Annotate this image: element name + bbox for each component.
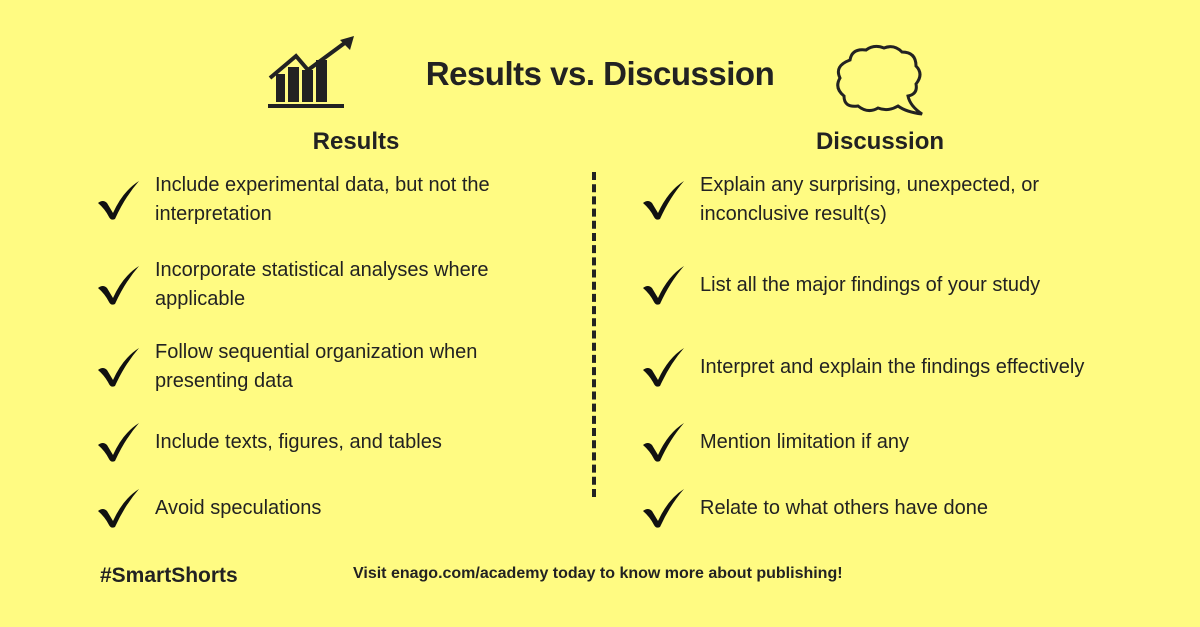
results-item: Follow sequential organization when pres… xyxy=(95,341,555,392)
checkmark-icon xyxy=(643,489,684,528)
checkmark-icon xyxy=(643,423,684,462)
item-text: Incorporate statistical analyses where a… xyxy=(155,259,489,310)
call-to-action: Visit enago.com/academy today to know mo… xyxy=(353,565,843,582)
item-text: List all the major findings of your stud… xyxy=(700,273,1041,296)
checkmark-icon xyxy=(643,266,684,305)
checkmark-icon xyxy=(643,348,684,387)
discussion-item: Interpret and explain the findings effec… xyxy=(640,343,1100,391)
item-text: Include texts, figures, and tables xyxy=(155,430,442,453)
discussion-item: Relate to what others have done xyxy=(640,484,1100,532)
bar-chart-growth-icon xyxy=(268,36,354,108)
item-text: Mention limitation if any xyxy=(700,430,909,453)
item-text: Explain any surprising, unexpected, or i… xyxy=(700,174,1040,225)
results-item: Include texts, figures, and tables xyxy=(95,418,555,466)
thought-bubble-icon xyxy=(836,44,923,116)
checkmark-icon xyxy=(98,423,139,462)
item-text: Relate to what others have done xyxy=(700,496,988,519)
discussion-item: Mention limitation if any xyxy=(640,418,1100,466)
item-text: Include experimental data, but not the i… xyxy=(155,174,490,225)
checkmark-icon xyxy=(98,489,139,528)
checkmark-icon xyxy=(98,266,139,305)
item-text: Follow sequential organization when pres… xyxy=(155,341,478,392)
results-item: Include experimental data, but not the i… xyxy=(95,174,555,225)
item-text: Avoid speculations xyxy=(155,496,322,519)
discussion-item: List all the major findings of your stud… xyxy=(640,261,1100,309)
results-item: Incorporate statistical analyses where a… xyxy=(95,259,555,310)
page-title: Results vs. Discussion xyxy=(425,55,775,92)
checkmark-icon xyxy=(98,181,139,220)
checkmark-icon xyxy=(98,348,139,387)
checkmark-icon xyxy=(643,181,684,220)
item-text: Interpret and explain the findings effec… xyxy=(700,355,1085,378)
discussion-item: Explain any surprising, unexpected, or i… xyxy=(640,174,1100,225)
results-heading: Results xyxy=(312,128,400,155)
results-item: Avoid speculations xyxy=(95,484,555,532)
column-divider xyxy=(592,172,596,497)
discussion-heading: Discussion xyxy=(815,128,945,155)
hashtag: #SmartShorts xyxy=(100,564,238,587)
